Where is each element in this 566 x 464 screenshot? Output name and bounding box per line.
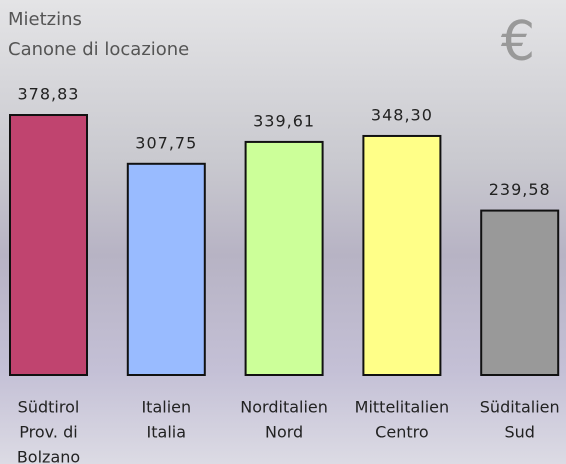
value-label: 378,83 — [18, 85, 80, 104]
chart-subtitle: Canone di locazione — [8, 39, 189, 60]
x-tick-label: Nord — [265, 423, 303, 442]
bar — [9, 114, 88, 376]
value-label: 239,58 — [489, 180, 551, 199]
x-tick-label: Bolzano — [17, 448, 80, 464]
x-tick-label: Italien — [141, 398, 191, 417]
value-label: 339,61 — [253, 111, 315, 130]
x-tick-label: Centro — [375, 423, 428, 442]
bar — [480, 209, 560, 376]
x-tick-label: Mittelitalien — [355, 398, 449, 417]
x-tick-label: Südtirol — [18, 398, 80, 417]
x-tick-label: Norditalien — [240, 398, 328, 417]
chart-title: Mietzins — [8, 9, 82, 30]
bar — [244, 140, 324, 376]
bar — [126, 162, 206, 376]
x-tick-label: Italia — [147, 423, 187, 442]
value-label: 307,75 — [135, 133, 197, 152]
currency-symbol: € — [501, 10, 535, 73]
bar — [362, 134, 442, 376]
x-tick-label: Süditalien — [480, 398, 560, 417]
x-tick-label: Prov. di — [19, 423, 77, 442]
value-label: 348,30 — [371, 105, 433, 124]
x-tick-label: Sud — [504, 423, 534, 442]
